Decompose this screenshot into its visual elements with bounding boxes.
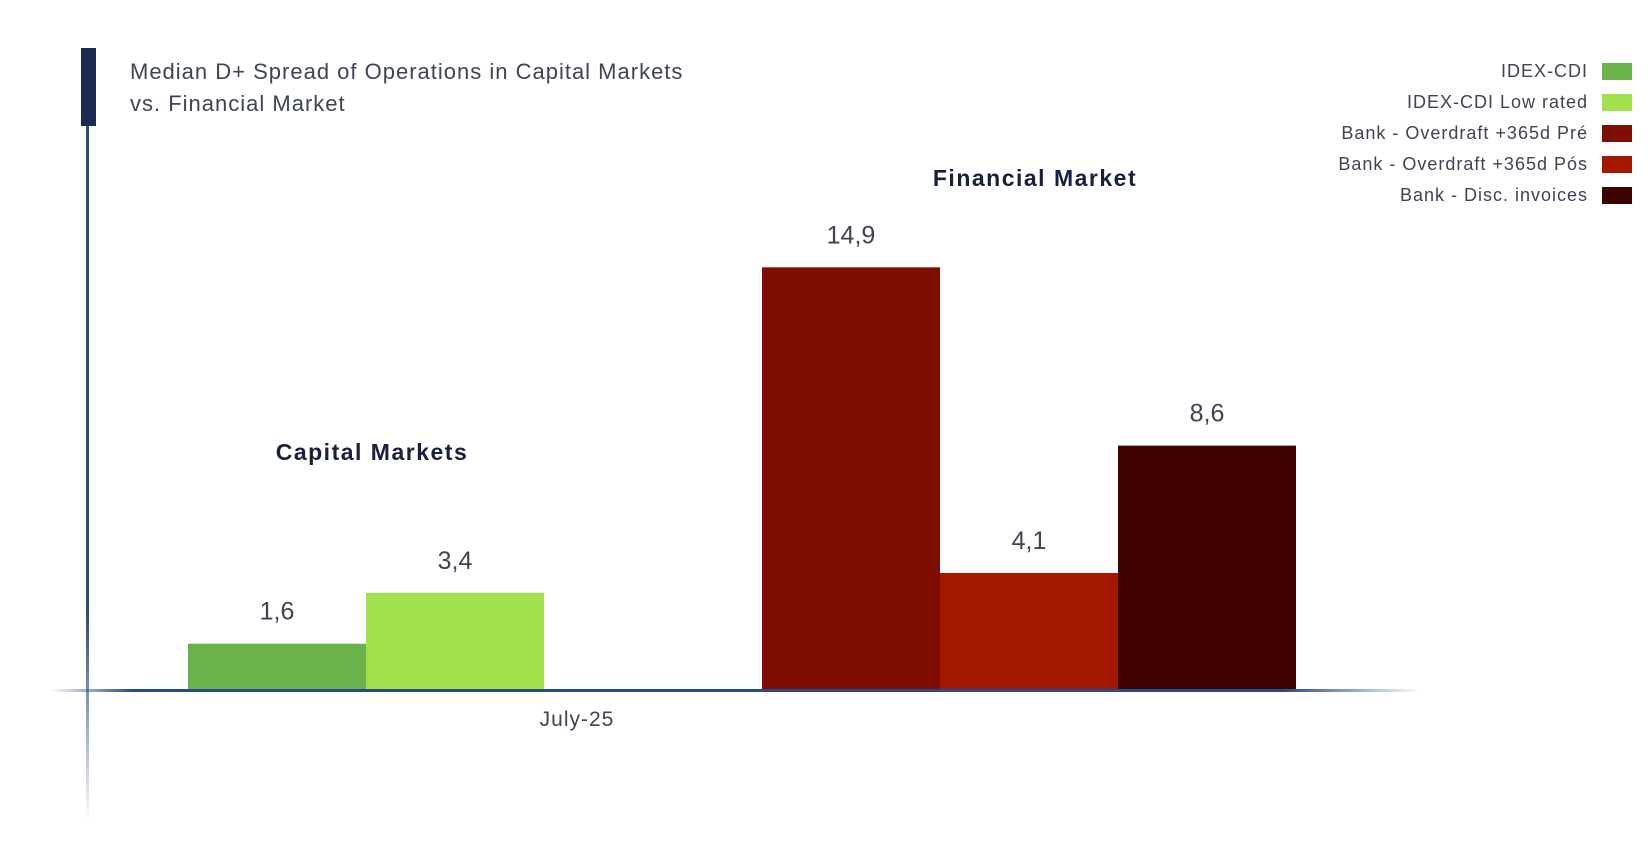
bar-bank-overdraft-365d-p-s: [940, 572, 1118, 689]
legend-swatch: [1602, 156, 1632, 173]
bar-bank-overdraft-365d-pr-: [762, 267, 940, 689]
data-label: 4,1: [1012, 527, 1047, 555]
legend-swatch: [1602, 187, 1632, 204]
legend-label: IDEX-CDI Low rated: [1406, 92, 1588, 112]
data-label: 8,6: [1190, 400, 1225, 428]
bar-idex-cdi-low-rated: [366, 592, 544, 689]
legend-label: Bank - Disc. invoices: [1399, 185, 1588, 205]
legend-item-overdraft-pre: Bank - Overdraft +365d Pré: [1338, 118, 1632, 149]
legend-swatch: [1602, 63, 1632, 80]
x-axis-line: [50, 689, 1420, 692]
legend-item-idex-cdi-low-rated: IDEX-CDI Low rated: [1338, 87, 1632, 118]
legend-label: Bank - Overdraft +365d Pré: [1341, 123, 1588, 143]
group-label-capital-markets: Capital Markets: [276, 439, 469, 465]
data-label: 1,6: [260, 598, 295, 626]
bar-bank-disc-invoices: [1118, 445, 1296, 689]
chart-title: Median D+ Spread of Operations in Capita…: [130, 59, 684, 116]
legend: IDEX-CDI IDEX-CDI Low rated Bank - Overd…: [1338, 56, 1632, 211]
data-label: 14,9: [827, 221, 876, 249]
data-label: 3,4: [438, 547, 473, 575]
legend-item-idex-cdi: IDEX-CDI: [1338, 56, 1632, 87]
bar-idex-cdi: [188, 643, 366, 689]
x-tick-label: July-25: [540, 708, 615, 731]
legend-swatch: [1602, 94, 1632, 111]
y-axis-line: [86, 126, 89, 822]
legend-swatch: [1602, 125, 1632, 142]
title-accent-bar: [81, 48, 96, 126]
legend-label: Bank - Overdraft +365d Pós: [1338, 154, 1588, 174]
group-label-financial-market: Financial Market: [933, 165, 1137, 191]
legend-label: IDEX-CDI: [1500, 61, 1588, 81]
bars-layer: 1,6 3,4 14,9 4,1 8,6: [188, 221, 1296, 689]
legend-item-overdraft-pos: Bank - Overdraft +365d Pós: [1338, 149, 1632, 180]
legend-item-disc-invoices: Bank - Disc. invoices: [1338, 180, 1632, 211]
